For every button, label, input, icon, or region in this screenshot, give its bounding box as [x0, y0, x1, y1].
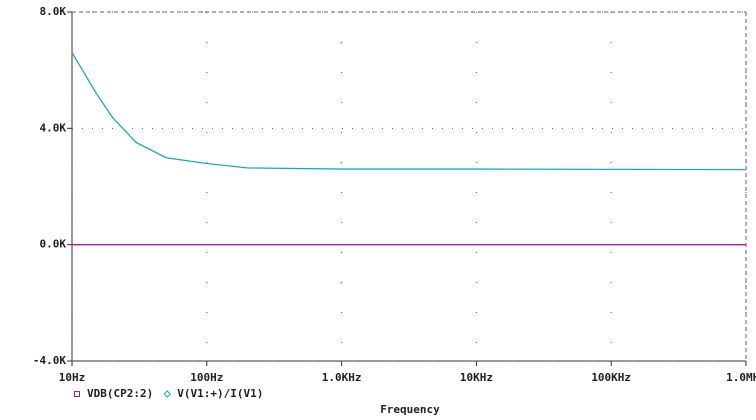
x-tick-label: 100KHz [591, 371, 631, 384]
x-tick-label: 10KHz [460, 371, 493, 384]
legend-label: VDB(CP2:2) [87, 387, 153, 400]
x-tick-label: 10Hz [59, 371, 86, 384]
x-tick-label: 100Hz [190, 371, 223, 384]
y-tick-label: 4.0K [40, 121, 67, 134]
legend-marker [163, 390, 171, 398]
x-tick-label: 1.0MHz [726, 371, 756, 384]
x-tick-label: 1.0KHz [322, 371, 362, 384]
legend-marker [74, 391, 80, 397]
y-tick-label: 8.0K [40, 5, 67, 18]
x-axis-label: Frequency [380, 403, 440, 416]
y-tick-label: -4.0K [33, 354, 66, 367]
legend-label: V(V1:+)/I(V1) [177, 387, 263, 400]
series-line [71, 52, 747, 171]
y-tick-label: 0.0K [40, 238, 67, 251]
